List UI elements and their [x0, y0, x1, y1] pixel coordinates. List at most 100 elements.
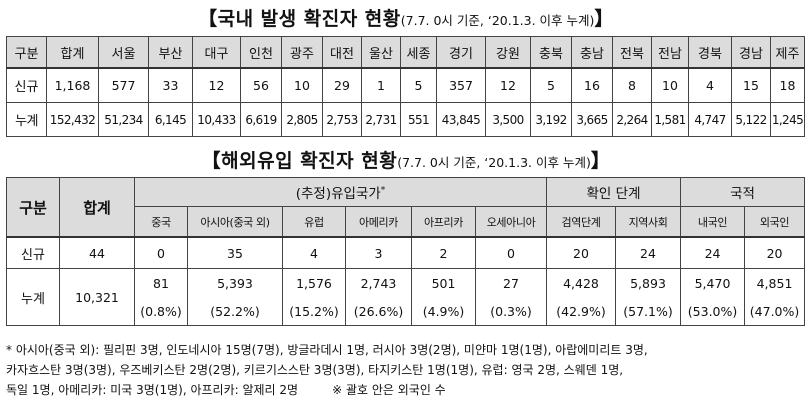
- imported-percent-cell: (57.1%): [614, 297, 682, 326]
- imported-title-close: 】: [590, 150, 611, 172]
- region-count-cell: 1,245: [770, 102, 805, 137]
- region-header: 세종: [400, 36, 437, 69]
- imported-cases-table: 구분 합계 (추정)유입국가* 확인 단계 국적 중국 아시아(중국 외) 유럽 아메…: [6, 177, 806, 326]
- imported-cumulative-row: 누계 10,321 81 5,393 1,576 2,743 501 27 4,428 5,893…: [6, 268, 806, 326]
- imported-count-cell: 2: [411, 236, 476, 269]
- inflow-country-group-header: (추정)유입국가*: [134, 177, 547, 207]
- region-header: 경기: [436, 36, 486, 69]
- imported-count-cell: 4: [282, 236, 346, 269]
- region-count-cell: 10: [281, 67, 323, 103]
- inflow-country-group-label: (추정)유입국가: [295, 186, 381, 202]
- region-count-cell: 8: [612, 67, 652, 103]
- imported-cases-title: 【해외유입 확진자 현황(7.7. 0시 기준, ‘20.1.3. 이후 누계)…: [0, 146, 812, 173]
- region-count-cell: 12: [192, 67, 241, 103]
- total-cell: 44: [59, 236, 135, 269]
- imported-percent-cell: (47.0%): [744, 297, 806, 326]
- imported-cumulative-cell: 4,851: [744, 268, 806, 297]
- imported-cumulative-cell: 4,428: [546, 268, 616, 297]
- region-header: 대구: [192, 36, 241, 69]
- total-cell: 152,432: [46, 102, 99, 137]
- imported-subheader: 유럽: [282, 206, 346, 238]
- region-count-cell: 4,747: [688, 102, 732, 137]
- imported-percent-cell: (42.9%): [546, 297, 616, 326]
- total-cell: 1,168: [46, 67, 99, 103]
- footnote-line-1: * 아시아(중국 외): 필리핀 3명, 인도네시아 15명(7명), 방글라데…: [6, 343, 648, 357]
- region-header: 충남: [571, 36, 613, 69]
- imported-title-main: 【해외유입 확진자 현황: [201, 150, 398, 172]
- imported-count-cell: 20: [546, 236, 616, 269]
- imported-cumulative-cell: 2,743: [345, 268, 412, 297]
- region-count-cell: 18: [770, 67, 805, 103]
- region-count-cell: 3,500: [485, 102, 531, 137]
- imported-percent-cell: (52.2%): [187, 297, 283, 326]
- region-count-cell: 577: [98, 67, 149, 103]
- region-header: 광주: [281, 36, 323, 69]
- imported-subheader: 아프리카: [411, 206, 476, 238]
- imported-subheader: 오세아니아: [475, 206, 547, 238]
- imported-cumulative-cell: 1,576: [282, 268, 346, 297]
- imported-cumulative-percent-row: (0.8%) (52.2%) (15.2%) (26.6%) (4.9%) (0.3%)(…: [7, 297, 806, 326]
- imported-title-date: (7.7. 0시 기준, ‘20.1.3. 이후 누계): [397, 155, 591, 170]
- region-header: 제주: [770, 36, 805, 69]
- region-count-cell: 33: [148, 67, 193, 103]
- imported-subheader: 외국인: [744, 206, 806, 238]
- domestic-new-row: 신규 1,168 577 33 12 56 10 29 1 5 357 12 5 16 8 10 4 15 18: [6, 67, 805, 103]
- imported-count-cell: 3: [345, 236, 412, 269]
- region-count-cell: 1,581: [651, 102, 689, 137]
- region-count-cell: 2,805: [281, 102, 323, 137]
- imported-subheader: 검역단계: [546, 206, 616, 238]
- row-label: 누계: [6, 102, 47, 137]
- region-count-cell: 551: [400, 102, 437, 137]
- region-count-cell: 43,845: [436, 102, 486, 137]
- region-count-cell: 56: [240, 67, 282, 103]
- imported-subheader: 아메리카: [345, 206, 412, 238]
- region-header: 울산: [361, 36, 401, 69]
- region-count-cell: 29: [322, 67, 362, 103]
- region-header: 서울: [98, 36, 149, 69]
- region-header: 부산: [148, 36, 193, 69]
- imported-total-header: 합계: [59, 177, 135, 238]
- domestic-title-main: 【국내 발생 확진자 현황: [198, 8, 401, 30]
- imported-cumulative-cell: 27: [475, 268, 547, 297]
- imported-count-cell: 24: [680, 236, 746, 269]
- region-count-cell: 5: [400, 67, 437, 103]
- imported-percent-cell: (0.8%): [134, 297, 188, 326]
- region-count-cell: 51,234: [98, 102, 149, 137]
- region-header: 전북: [612, 36, 652, 69]
- region-header: 대전: [322, 36, 362, 69]
- imported-label-header: 구분: [6, 177, 60, 238]
- region-header: 충북: [530, 36, 572, 69]
- total-cell: 10,321: [59, 268, 135, 326]
- inflow-footnote-mark: *: [380, 185, 386, 196]
- domestic-header-row: 구분 합계 서울 부산 대구 인천 광주 대전 울산 세종 경기 강원 충북 충남 전북 전남 경북 경남 제주: [6, 36, 805, 69]
- imported-percent-cell: (4.9%): [411, 297, 476, 326]
- region-count-cell: 10,433: [192, 102, 241, 137]
- region-count-cell: 2,264: [612, 102, 652, 137]
- region-count-cell: 10: [651, 67, 689, 103]
- imported-subheader: 아시아(중국 외): [187, 206, 283, 238]
- domestic-title-close: 】: [594, 8, 614, 30]
- row-label: 누계: [6, 268, 60, 326]
- imported-percent-cell: (15.2%): [282, 297, 346, 326]
- footnote-line-3-text: 독일 1명, 아메리카: 미국 3명(1명), 아프리카: 알제리 2명: [6, 383, 299, 397]
- region-count-cell: 5: [530, 67, 572, 103]
- imported-subheader: 지역사회: [614, 206, 682, 238]
- region-count-cell: 6,145: [148, 102, 193, 137]
- region-count-cell: 6,619: [240, 102, 282, 137]
- footnote-line-2: 카자흐스탄 3명(3명), 우즈베키스탄 2명(2명), 키르기스스탄 3명(3…: [6, 363, 624, 377]
- region-count-cell: 1: [361, 67, 401, 103]
- imported-new-row: 신규 44 0 35 4 3 2 0 20 24 24 20: [6, 236, 806, 269]
- nationality-group-header: 국적: [680, 177, 806, 207]
- region-count-cell: 15: [731, 67, 771, 103]
- imported-cumulative-cell: 5,393: [187, 268, 283, 297]
- region-count-cell: 357: [436, 67, 486, 103]
- region-count-cell: 5,122: [731, 102, 771, 137]
- region-count-cell: 2,753: [322, 102, 362, 137]
- imported-subheader: 중국: [134, 206, 188, 238]
- domestic-cases-table: 구분 합계 서울 부산 대구 인천 광주 대전 울산 세종 경기 강원 충북 충남 전북 전남 경북 경남 제주 신…: [6, 36, 805, 137]
- row-label: 신규: [6, 67, 47, 103]
- imported-subheader-row: 중국 아시아(중국 외) 유럽 아메리카 아프리카 오세아니아 검역단계 지역사회 내국인 외국인: [7, 206, 806, 238]
- region-count-cell: 4: [688, 67, 732, 103]
- region-header: 강원: [485, 36, 531, 69]
- region-header: 전남: [651, 36, 689, 69]
